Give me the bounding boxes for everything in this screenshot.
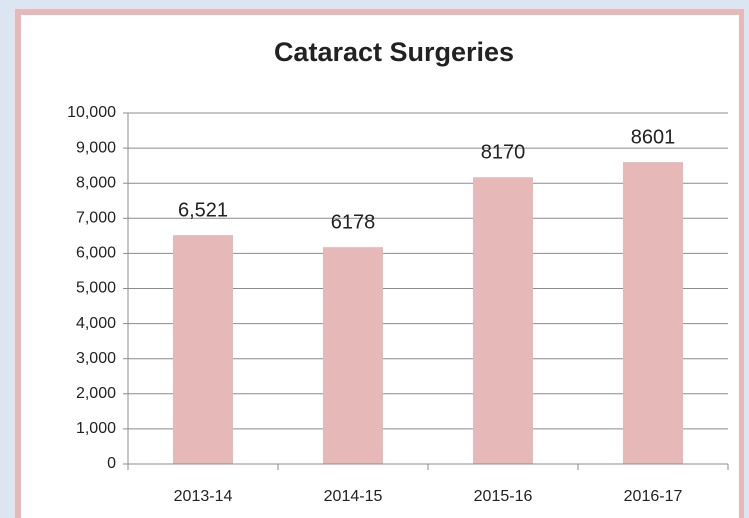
y-tick-label: 10,000: [67, 104, 116, 121]
y-tick-label: 0: [107, 455, 116, 472]
y-tick-label: 8,000: [76, 174, 116, 191]
data-label: 6,521: [178, 199, 228, 221]
y-tick-label: 2,000: [76, 385, 116, 402]
bar: [473, 177, 533, 464]
y-tick-label: 3,000: [76, 350, 116, 367]
x-tick-label: 2015-16: [474, 488, 533, 505]
data-label: 6178: [331, 211, 376, 233]
chart-title: Cataract Surgeries: [274, 37, 514, 67]
x-tick-label: 2013-14: [174, 488, 233, 505]
y-tick-label: 6,000: [76, 245, 116, 262]
y-tick-label: 1,000: [76, 420, 116, 437]
bar: [173, 235, 233, 464]
y-tick-label: 7,000: [76, 210, 116, 227]
bar: [323, 247, 383, 464]
x-tick-label: 2014-15: [324, 488, 383, 505]
y-tick-label: 9,000: [76, 139, 116, 156]
bar: [623, 162, 683, 464]
data-label: 8601: [631, 126, 676, 148]
y-tick-label: 4,000: [76, 315, 116, 332]
data-label: 8170: [481, 142, 526, 164]
x-tick-label: 2016-17: [624, 488, 683, 505]
y-tick-label: 5,000: [76, 280, 116, 297]
